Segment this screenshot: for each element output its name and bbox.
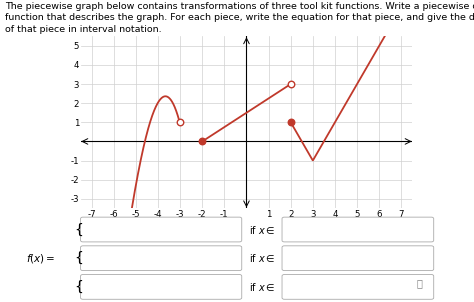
Text: {: { — [74, 280, 82, 294]
Text: if $x \in$: if $x \in$ — [249, 252, 275, 264]
Point — [176, 120, 184, 125]
Point — [287, 120, 294, 125]
Point — [287, 82, 294, 86]
Text: if $x \in$: if $x \in$ — [249, 281, 275, 293]
Text: {: { — [74, 251, 82, 265]
Text: if $x \in$: if $x \in$ — [249, 223, 275, 236]
Point — [199, 139, 206, 144]
Text: The piecewise graph below contains transformations of three tool kit functions. : The piecewise graph below contains trans… — [5, 2, 474, 34]
Text: $f(x) =$: $f(x) =$ — [26, 252, 55, 265]
Text: {: { — [74, 223, 82, 236]
Text: 🔍: 🔍 — [417, 278, 422, 288]
